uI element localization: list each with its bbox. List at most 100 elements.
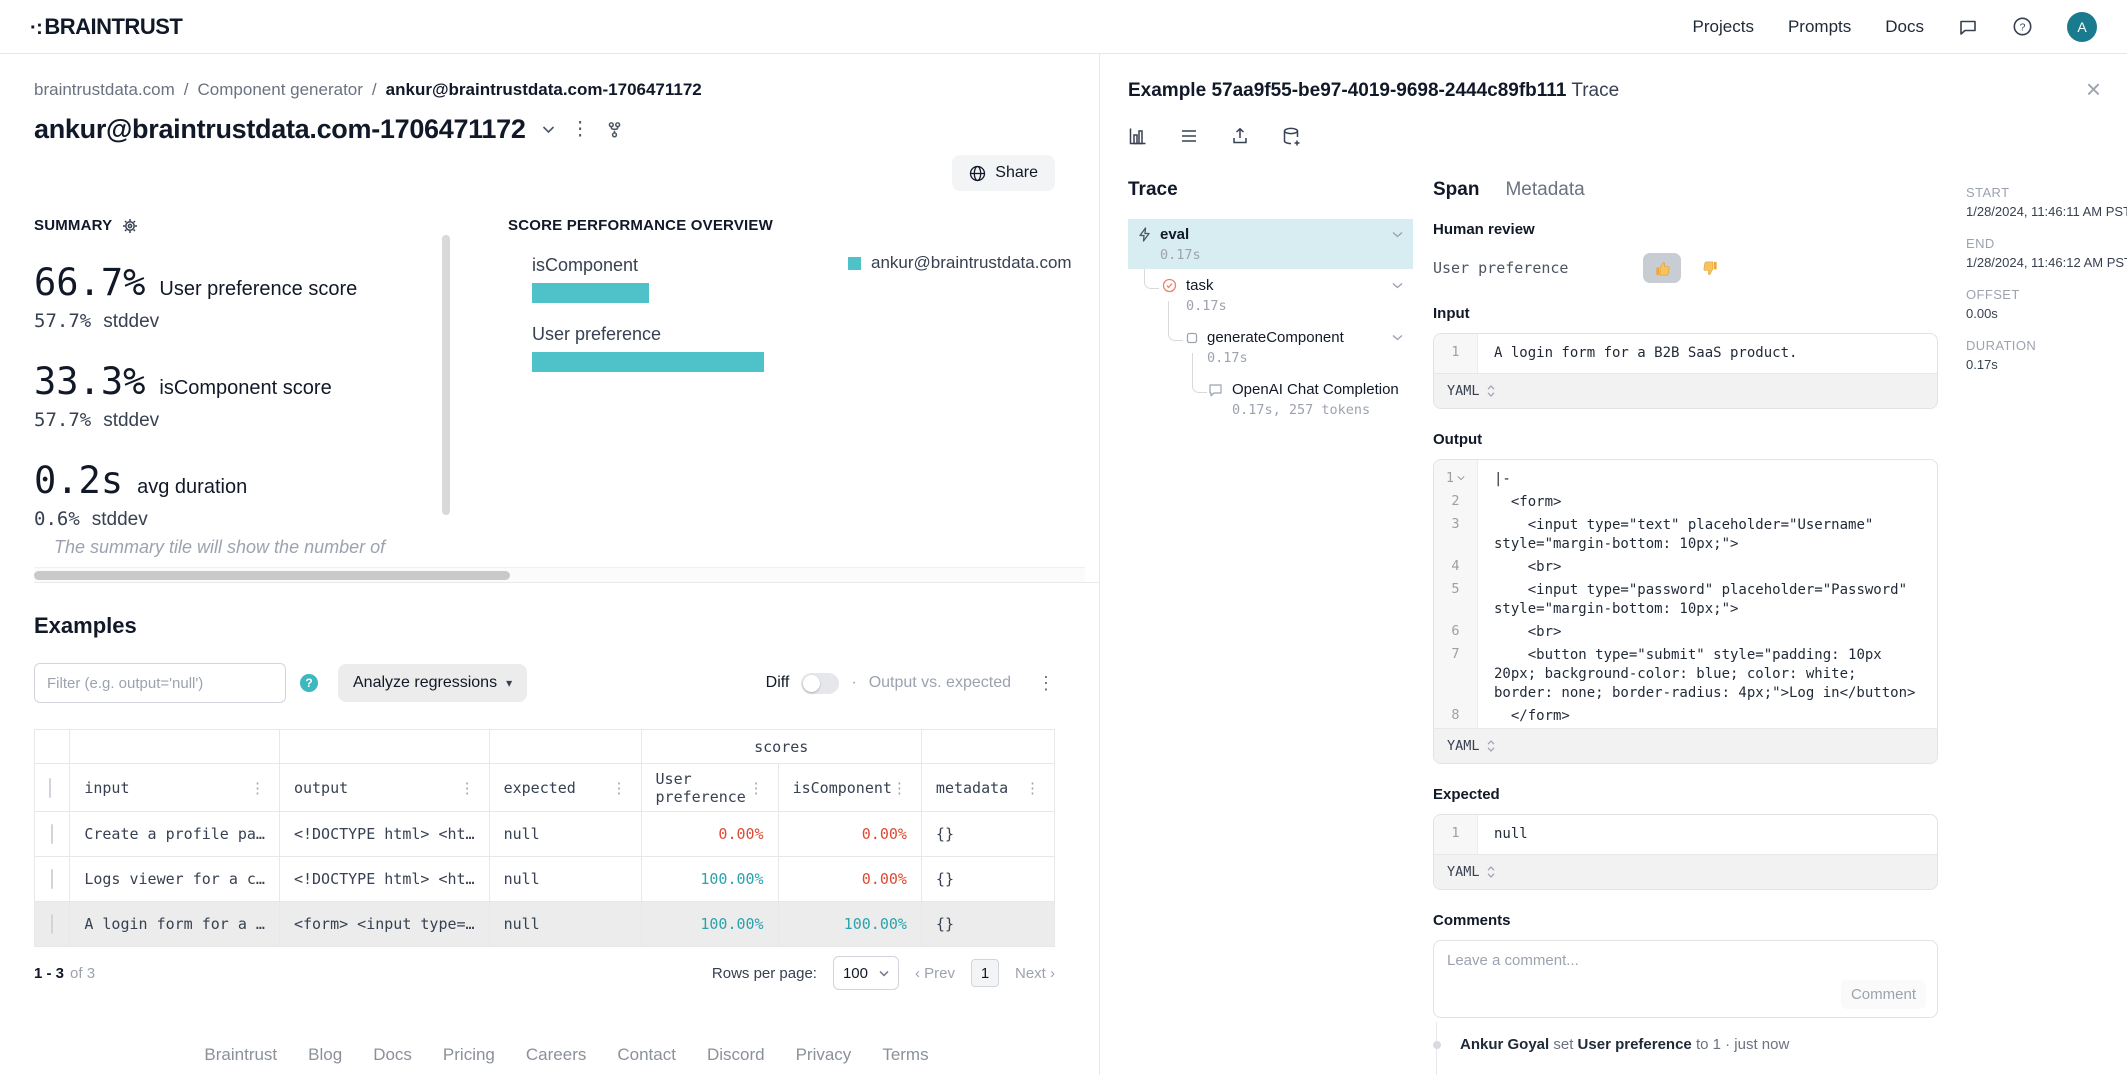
output-code-line[interactable]: <button type="submit" style="padding: 10… xyxy=(1494,647,1916,701)
column-menu-icon[interactable]: ⋮ xyxy=(891,778,907,797)
cell-user-preference[interactable]: 0.00% xyxy=(640,811,779,857)
footer-discord[interactable]: Discord xyxy=(706,1045,765,1064)
output-code-line[interactable]: <form> xyxy=(1494,494,1562,510)
help-icon[interactable]: ? xyxy=(2012,16,2033,37)
input-code[interactable]: A login form for a B2B SaaS product. xyxy=(1494,345,1798,361)
filter-help-icon[interactable]: ? xyxy=(300,674,318,692)
column-header-metadata[interactable]: metadata ⋮ xyxy=(920,763,1056,812)
breadcrumb-project[interactable]: Component generator xyxy=(197,80,363,99)
cell-output[interactable]: <!DOCTYPE html> <ht… xyxy=(278,811,490,857)
footer-pricing[interactable]: Pricing xyxy=(442,1045,495,1064)
analyze-regressions-button[interactable]: Analyze regressions ▾ xyxy=(338,664,528,702)
sort-arrows-icon[interactable] xyxy=(1487,866,1495,878)
column-menu-icon[interactable]: ⋮ xyxy=(459,778,475,797)
footer-privacy[interactable]: Privacy xyxy=(795,1045,852,1064)
row-checkbox[interactable] xyxy=(51,869,54,889)
bar-iscomponent[interactable] xyxy=(532,283,649,303)
language-selector[interactable]: YAML xyxy=(1447,383,1480,399)
user-avatar[interactable]: A xyxy=(2067,11,2097,42)
output-code-line[interactable]: <input type="text" placeholder="Username… xyxy=(1494,517,1882,552)
output-code-line[interactable]: <br> xyxy=(1494,559,1562,575)
cell-input[interactable]: Create a profile pa… xyxy=(69,811,280,857)
column-menu-icon[interactable]: ⋮ xyxy=(249,778,265,797)
tab-metadata[interactable]: Metadata xyxy=(1505,179,1585,200)
trace-node-task[interactable]: task 0.17s xyxy=(1128,277,1413,314)
chevron-down-icon[interactable] xyxy=(1392,334,1403,341)
footer-braintrust[interactable]: Braintrust xyxy=(204,1045,278,1064)
nav-docs[interactable]: Docs xyxy=(1885,16,1924,36)
cell-output[interactable]: <!DOCTYPE html> <ht… xyxy=(278,856,490,902)
comment-input[interactable]: Leave a comment... Comment xyxy=(1433,940,1938,1018)
thumbs-up-button[interactable] xyxy=(1643,253,1682,283)
summary-vertical-scrollbar[interactable] xyxy=(440,235,450,535)
nav-projects[interactable]: Projects xyxy=(1692,16,1754,36)
language-selector[interactable]: YAML xyxy=(1447,864,1480,880)
trace-node-generatecomponent[interactable]: generateComponent 0.17s xyxy=(1128,329,1413,366)
gear-icon[interactable] xyxy=(122,218,138,234)
comment-submit-button[interactable]: Comment xyxy=(1840,980,1926,1009)
page-number-button[interactable]: 1 xyxy=(970,959,999,987)
next-page-button[interactable]: Next › xyxy=(1014,964,1055,982)
share-button[interactable]: Share xyxy=(952,155,1055,191)
footer-docs[interactable]: Docs xyxy=(373,1045,412,1064)
table-row-selected[interactable]: A login form for a … <form> <input type=… xyxy=(33,901,1056,947)
braintrust-logo[interactable]: ·: BRAINTRUST xyxy=(30,14,183,40)
column-header-output[interactable]: output ⋮ xyxy=(278,763,490,812)
filter-input[interactable] xyxy=(34,663,286,703)
expected-code[interactable]: null xyxy=(1494,826,1528,842)
bar-user-preference[interactable] xyxy=(532,352,764,372)
add-to-dataset-icon[interactable] xyxy=(1281,126,1302,147)
tab-span[interactable]: Span xyxy=(1433,179,1480,200)
title-menu-icon[interactable]: ⋮ xyxy=(570,119,590,140)
cell-metadata[interactable]: {} xyxy=(920,901,1056,947)
cell-expected[interactable]: null xyxy=(488,856,642,902)
feedback-chat-icon[interactable] xyxy=(1958,17,1978,37)
summary-horizontal-scrollbar[interactable] xyxy=(34,567,1085,582)
thumbs-down-button[interactable] xyxy=(1691,253,1729,283)
cell-input[interactable]: A login form for a … xyxy=(69,901,280,947)
list-view-icon[interactable] xyxy=(1179,126,1199,147)
output-code-line[interactable]: </form> xyxy=(1494,708,1570,724)
output-code-line[interactable]: <input type="password" placeholder="Pass… xyxy=(1494,582,1916,617)
footer-blog[interactable]: Blog xyxy=(308,1045,343,1064)
examples-menu-icon[interactable]: ⋮ xyxy=(1037,672,1055,693)
cell-user-preference[interactable]: 100.00% xyxy=(640,901,779,947)
sort-arrows-icon[interactable] xyxy=(1487,740,1495,752)
chevron-down-icon[interactable] xyxy=(1392,231,1403,238)
table-row[interactable]: Logs viewer for a c… <!DOCTYPE html> <ht… xyxy=(33,856,1056,902)
nav-prompts[interactable]: Prompts xyxy=(1787,16,1852,36)
output-code-line[interactable]: |- xyxy=(1494,471,1511,487)
export-icon[interactable] xyxy=(1230,126,1250,147)
row-checkbox[interactable] xyxy=(51,914,54,934)
table-row[interactable]: Create a profile pa… <!DOCTYPE html> <ht… xyxy=(33,811,1056,857)
breadcrumb-org[interactable]: braintrustdata.com xyxy=(34,80,175,99)
cell-iscomponent[interactable]: 0.00% xyxy=(777,856,922,902)
output-code-line[interactable]: <br> xyxy=(1494,624,1562,640)
row-checkbox[interactable] xyxy=(51,824,54,844)
column-menu-icon[interactable]: ⋮ xyxy=(748,778,764,797)
trace-node-eval[interactable]: eval 0.17s xyxy=(1128,219,1413,269)
column-menu-icon[interactable]: ⋮ xyxy=(611,778,627,797)
diff-toggle[interactable] xyxy=(801,672,840,694)
git-branch-icon[interactable] xyxy=(606,121,623,138)
language-selector[interactable]: YAML xyxy=(1447,738,1480,754)
column-header-user-preference[interactable]: User preference ⋮ xyxy=(640,763,779,812)
footer-contact[interactable]: Contact xyxy=(617,1045,676,1064)
chevron-down-icon[interactable] xyxy=(542,125,555,134)
trace-node-openai-chat-completion[interactable]: OpenAI Chat Completion 0.17s, 257 tokens xyxy=(1128,381,1413,418)
chart-view-icon[interactable] xyxy=(1128,126,1148,147)
close-panel-icon[interactable]: × xyxy=(2085,74,2101,104)
cell-input[interactable]: Logs viewer for a c… xyxy=(69,856,280,902)
cell-iscomponent[interactable]: 100.00% xyxy=(777,901,922,947)
cell-metadata[interactable]: {} xyxy=(920,811,1056,857)
cell-output[interactable]: <form> <input type=… xyxy=(278,901,490,947)
rows-per-page-select[interactable]: 100 xyxy=(832,956,899,990)
column-header-input[interactable]: input ⋮ xyxy=(69,763,280,812)
column-header-iscomponent[interactable]: isComponent ⋮ xyxy=(777,763,922,812)
footer-terms[interactable]: Terms xyxy=(882,1045,929,1064)
cell-iscomponent[interactable]: 0.00% xyxy=(777,811,922,857)
breadcrumb-experiment[interactable]: ankur@braintrustdata.com-1706471172 xyxy=(385,80,702,99)
column-header-expected[interactable]: expected ⋮ xyxy=(488,763,642,812)
cell-user-preference[interactable]: 100.00% xyxy=(640,856,779,902)
prev-page-button[interactable]: ‹ Prev xyxy=(914,964,955,982)
